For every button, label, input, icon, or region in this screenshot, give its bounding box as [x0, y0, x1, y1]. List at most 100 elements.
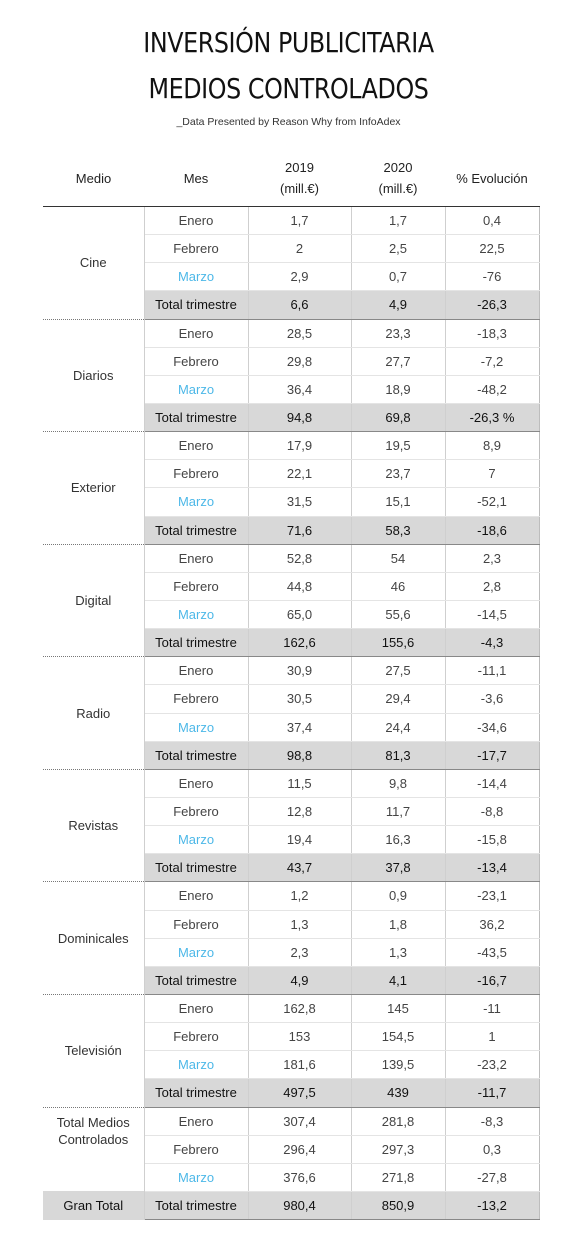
table-row: Total trimestre 4,9 4,1 -16,7	[43, 966, 540, 995]
mes-cell: Marzo	[143, 1050, 249, 1080]
table-row: Marzo 37,4 24,4 -34,6	[43, 713, 540, 742]
mes-cell: Febrero	[143, 684, 249, 714]
table-row: Febrero 29,8 27,7 -7,2	[43, 347, 540, 376]
value-2019-cell: 1,3	[247, 910, 352, 939]
value-2020-cell: 145	[350, 994, 446, 1024]
mes-cell: Marzo	[143, 1163, 249, 1192]
value-2020-cell: 9,8	[350, 769, 446, 798]
investment-table: Medio Mes 2019 (mill.€) 2020 (mill.€) % Ev…	[43, 150, 540, 1221]
value-2020-cell: 154,5	[350, 1022, 446, 1052]
table-row: Revistas Enero 11,5 9,8 -14,4	[43, 769, 540, 883]
value-2020-cell: 69,8	[350, 403, 446, 433]
mes-cell: Marzo	[143, 713, 249, 742]
value-2020-cell: 11,7	[350, 797, 446, 827]
mes-cell: Total trimestre	[143, 516, 249, 545]
table-header-row: Medio Mes 2019 (mill.€) 2020 (mill.€) % Ev…	[43, 150, 539, 207]
value-2020-cell: 54	[350, 544, 446, 573]
value-2019-cell: 4,9	[247, 966, 352, 995]
mes-cell: Marzo	[143, 487, 249, 517]
table-row: Total trimestre 43,7 37,8 -13,4	[43, 853, 540, 883]
value-2020-cell: 29,4	[350, 684, 446, 714]
table-row: Marzo 36,4 18,9 -48,2	[43, 375, 540, 404]
mes-cell: Enero	[143, 769, 249, 798]
evolucion-cell: -4,3	[444, 628, 540, 658]
mes-cell: Total trimestre	[143, 966, 249, 995]
value-2020-cell: 155,6	[350, 628, 446, 658]
evolucion-cell: -3,6	[444, 684, 540, 714]
value-2019-cell: 71,6	[247, 516, 352, 545]
table-row: Total trimestre 162,6 155,6 -4,3	[43, 628, 540, 658]
value-2019-cell: 2	[247, 234, 352, 264]
header-2019: 2019 (mill.€)	[248, 150, 351, 207]
medio-label: Televisión	[43, 994, 145, 1108]
evolucion-cell: -26,3	[444, 290, 540, 320]
value-2019-cell: 1,7	[247, 206, 352, 236]
value-2020-cell: 1,7	[350, 206, 446, 236]
value-2019-cell: 6,6	[247, 290, 352, 320]
mes-cell: Febrero	[143, 459, 249, 489]
value-2019-cell: 17,9	[247, 431, 352, 461]
value-2020-cell: 1,8	[350, 910, 446, 939]
value-2019-cell: 52,8	[247, 544, 352, 573]
table-row: Radio Enero 30,9 27,5 -11,1	[43, 656, 540, 770]
table-row: Diarios Enero 28,5 23,3 -18,3	[43, 319, 540, 433]
evolucion-cell: -34,6	[444, 713, 540, 742]
mes-cell: Marzo	[143, 375, 249, 404]
table-row: Total trimestre 71,6 58,3 -18,6	[43, 516, 540, 545]
evolucion-cell: -16,7	[444, 966, 540, 995]
evolucion-cell: -48,2	[444, 375, 540, 404]
evolucion-cell: -23,2	[444, 1050, 540, 1080]
table-row: Febrero 44,8 46 2,8	[43, 572, 540, 601]
value-2019-cell: 1,2	[247, 881, 352, 911]
value-2020-cell: 139,5	[350, 1050, 446, 1080]
mes-cell: Total trimestre	[143, 628, 249, 658]
evolucion-cell: -15,8	[444, 825, 540, 855]
value-2019-cell: 307,4	[247, 1107, 352, 1136]
header-medio: Medio	[43, 150, 144, 207]
evolucion-cell: -11,1	[444, 656, 540, 686]
value-2020-cell: 23,3	[350, 319, 446, 348]
table-row: Febrero 12,8 11,7 -8,8	[43, 797, 540, 827]
mes-cell: Febrero	[143, 797, 249, 827]
evolucion-cell: -8,8	[444, 797, 540, 827]
mes-cell: Enero	[143, 1107, 249, 1136]
value-2020-cell: 271,8	[350, 1163, 446, 1192]
value-2020-cell: 4,9	[350, 290, 446, 320]
mes-cell: Enero	[143, 544, 249, 573]
value-2019-cell: 31,5	[247, 487, 352, 517]
evolucion-cell: 1	[444, 1022, 540, 1052]
medio-label: Revistas	[43, 769, 145, 883]
gran-total-label: Gran Total	[43, 1191, 145, 1220]
evolucion-cell: -27,8	[444, 1163, 540, 1192]
table-row: Marzo 2,9 0,7 -76	[43, 262, 540, 292]
value-2020-cell: 1,3	[350, 938, 446, 967]
mes-cell: Marzo	[143, 825, 249, 855]
value-2020-cell: 27,7	[350, 347, 446, 376]
mes-cell: Febrero	[143, 347, 249, 376]
table-row: Marzo 376,6 271,8 -27,8	[43, 1163, 540, 1192]
value-2020-cell: 281,8	[350, 1107, 446, 1136]
evolucion-cell: 0,3	[444, 1135, 540, 1164]
evolucion-cell: -18,3	[444, 319, 540, 348]
value-2019-cell: 19,4	[247, 825, 352, 855]
table-row: Total trimestre 94,8 69,8 -26,3 %	[43, 403, 540, 433]
value-2020-cell: 16,3	[350, 825, 446, 855]
value-2020-cell: 439	[350, 1078, 446, 1108]
value-2020-cell: 18,9	[350, 375, 446, 404]
value-2019-cell: 162,6	[247, 628, 352, 658]
value-2019-cell: 376,6	[247, 1163, 352, 1192]
value-2020-cell: 0,7	[350, 262, 446, 292]
value-2019-cell: 65,0	[247, 600, 352, 630]
value-2020-cell: 15,1	[350, 487, 446, 517]
table-row: Total trimestre 98,8 81,3 -17,7	[43, 741, 540, 770]
header-2020-unit: (mill.€)	[378, 181, 418, 196]
evolucion-cell: -23,1	[444, 881, 540, 911]
mes-cell: Marzo	[143, 938, 249, 967]
mes-cell: Marzo	[143, 600, 249, 630]
table-row: Total trimestre 6,6 4,9 -26,3	[43, 290, 540, 320]
mes-cell: Enero	[143, 881, 249, 911]
value-2019-cell: 2,3	[247, 938, 352, 967]
value-2019-cell: 30,9	[247, 656, 352, 686]
gran-total-row: Gran Total Total trimestre 980,4 850,9 -13,2	[43, 1191, 540, 1221]
value-2019-cell: 29,8	[247, 347, 352, 376]
